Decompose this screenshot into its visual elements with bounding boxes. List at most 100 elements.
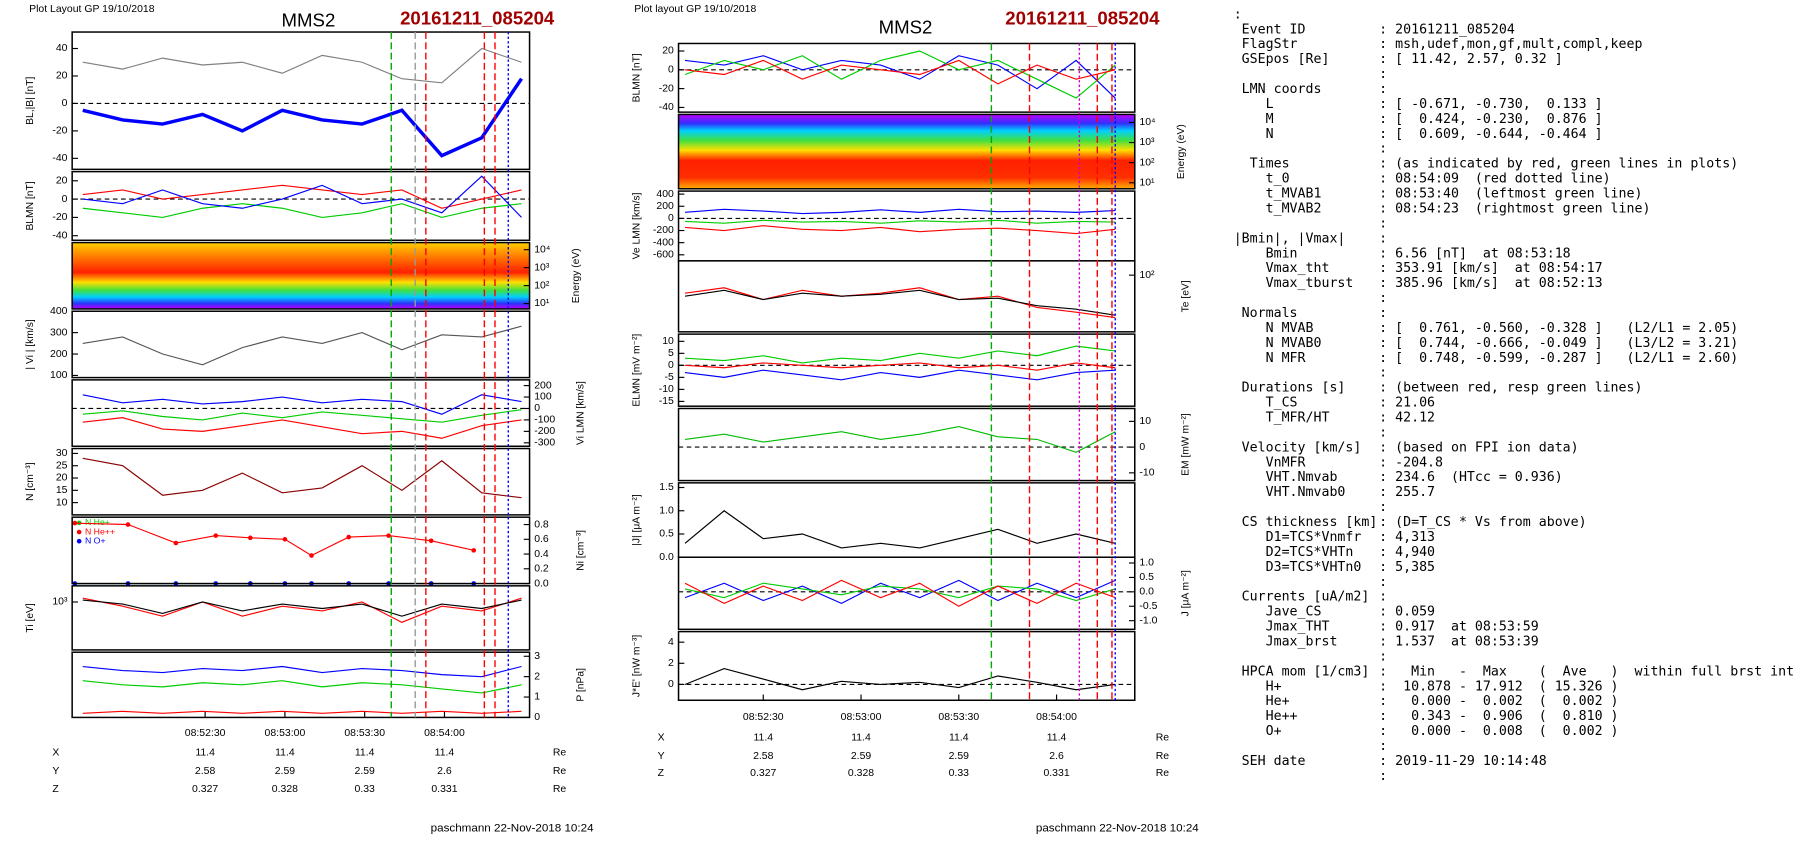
info-value: : 385.96 [km/s] at 08:52:13 [1379, 276, 1602, 291]
info-value: : 5,385 [1379, 560, 1435, 575]
panel-frame [677, 556, 1136, 631]
x-tick-label: 08:52:30 [743, 712, 784, 723]
info-label: Vmax_tht [1234, 261, 1330, 276]
info-value: : 0.059 [1379, 605, 1435, 620]
series-line [82, 175, 522, 218]
panel-bg [678, 482, 1135, 558]
info-label: H+ [1234, 679, 1282, 694]
panel-bg [678, 334, 1135, 407]
x-tick-label: 08:53:30 [344, 728, 385, 739]
info-label: N [1234, 127, 1274, 142]
info-value: : 08:53:40 (leftmost green line) [1379, 187, 1642, 202]
info-value: : (D=T_CS * Vs from above) [1379, 515, 1586, 530]
y-tick-label: 0.8 [534, 519, 549, 530]
panel-frame [677, 333, 1136, 407]
ephemeris-value: 11.4 [949, 733, 969, 744]
info-value: : 255.7 [1379, 485, 1435, 500]
info-value: : 4,940 [1379, 545, 1435, 560]
ephemeris-unit: Re [1156, 751, 1170, 762]
info-value: : [1379, 216, 1387, 231]
info-value: : 234.6 (HTcc = 0.936) [1379, 470, 1563, 485]
info-value: : [ 0.748, -0.599, -0.287 ] (L2/L1 = 2.6… [1379, 351, 1738, 366]
info-label: He+ [1234, 694, 1290, 709]
y-tick-label: 0 [668, 360, 674, 371]
panel-frame [71, 241, 531, 310]
series-line [82, 47, 522, 84]
info-label: Durations [s] [1234, 381, 1346, 396]
y-tick-label: -5 [665, 372, 675, 383]
series-line [685, 219, 1116, 224]
footer: paschmann 22-Nov-2018 10:24 [1036, 823, 1200, 835]
panel-bg [72, 311, 530, 378]
series-line [684, 582, 1116, 602]
y-tick-label: 1.0 [659, 506, 674, 517]
ephemeris-unit: Re [553, 766, 567, 777]
info-value: : (between red, resp green lines) [1379, 381, 1642, 396]
info-label: D2=TCS*VHTn [1234, 545, 1354, 560]
info-value: : [1379, 306, 1387, 321]
y-tick-label: 0 [534, 712, 540, 723]
y-tick-label: 10² [1139, 157, 1155, 168]
series-line [684, 425, 1116, 453]
y-tick-label: -20 [659, 83, 674, 94]
info-value: : 4,313 [1379, 530, 1435, 545]
panel-frame [71, 31, 531, 171]
info-label: N MVAB0 [1234, 336, 1322, 351]
ephemeris-value: 2.59 [354, 766, 375, 777]
y-tick-label: 10² [1139, 270, 1155, 281]
y-tick-label: 20 [56, 473, 68, 484]
info-value: : [1379, 426, 1387, 441]
y-axis-label: P [nPa] [575, 668, 586, 702]
series-marker [386, 533, 391, 538]
info-label: Jmax_THT [1234, 620, 1330, 635]
y-tick-label: 3 [534, 651, 540, 662]
y-tick-label: -15 [659, 396, 674, 407]
y-tick-label: -100 [534, 415, 555, 426]
y-tick-label: 400 [50, 306, 68, 317]
y-tick-label: 300 [50, 327, 68, 338]
info-label: FlagStr [1234, 37, 1298, 52]
ephemeris-label: Z [658, 768, 665, 779]
info-label: Vmax_tburst [1234, 276, 1354, 291]
x-tick-label: 08:53:00 [841, 712, 882, 723]
panel-bg [678, 191, 1135, 261]
info-value: : 0.343 - 0.906 ( 0.810 ) [1379, 709, 1618, 724]
panel-frame [71, 651, 531, 719]
info-label: t_MVAB1 [1234, 187, 1322, 202]
panel-bg [72, 448, 530, 515]
info-label: CS thickness [km] [1234, 515, 1378, 530]
event-id-title: 20161211_085204 [1005, 7, 1160, 28]
y-tick-label: 10⁴ [534, 244, 550, 255]
info-label: N MFR [1234, 351, 1306, 366]
y-tick-label: -40 [659, 102, 674, 113]
info-label: t_MVAB2 [1234, 202, 1322, 217]
y-axis-label: Ti [eV] [25, 603, 36, 632]
panel-frame [677, 630, 1136, 702]
ephemeris-value: 2.6 [1049, 751, 1064, 762]
ephemeris-unit: Re [553, 748, 567, 759]
info-value: : [ 0.609, -0.644, -0.464 ] [1379, 127, 1602, 142]
panel-bg [72, 517, 530, 584]
info-label: T_MFR/HT [1234, 411, 1330, 426]
series-line [685, 225, 1116, 235]
ephemeris-label: X [52, 748, 59, 759]
info-value: : 6.56 [nT] at 08:53:18 [1379, 246, 1571, 261]
panel-bg [678, 408, 1135, 481]
y-tick-label: -20 [52, 126, 67, 137]
info-value: : [1379, 291, 1387, 306]
y-axis-label: BLMN [nT] [25, 181, 36, 230]
series-line [684, 289, 1116, 316]
y-tick-label: 1.0 [1139, 558, 1154, 569]
series-line [82, 597, 522, 623]
y-tick-label: -200 [653, 225, 674, 236]
series-marker [282, 537, 288, 542]
ephemeris-unit: Re [1156, 733, 1170, 744]
series-marker [72, 520, 78, 526]
y-tick-label: 0 [668, 213, 674, 224]
ephemeris-unit: Re [553, 784, 567, 795]
y-tick-label: 5 [668, 348, 674, 359]
spacecraft-title: MMS2 [282, 10, 336, 31]
y-tick-label: 0 [668, 65, 674, 76]
y-tick-label: 20 [662, 46, 674, 57]
info-value: : [1379, 67, 1387, 82]
